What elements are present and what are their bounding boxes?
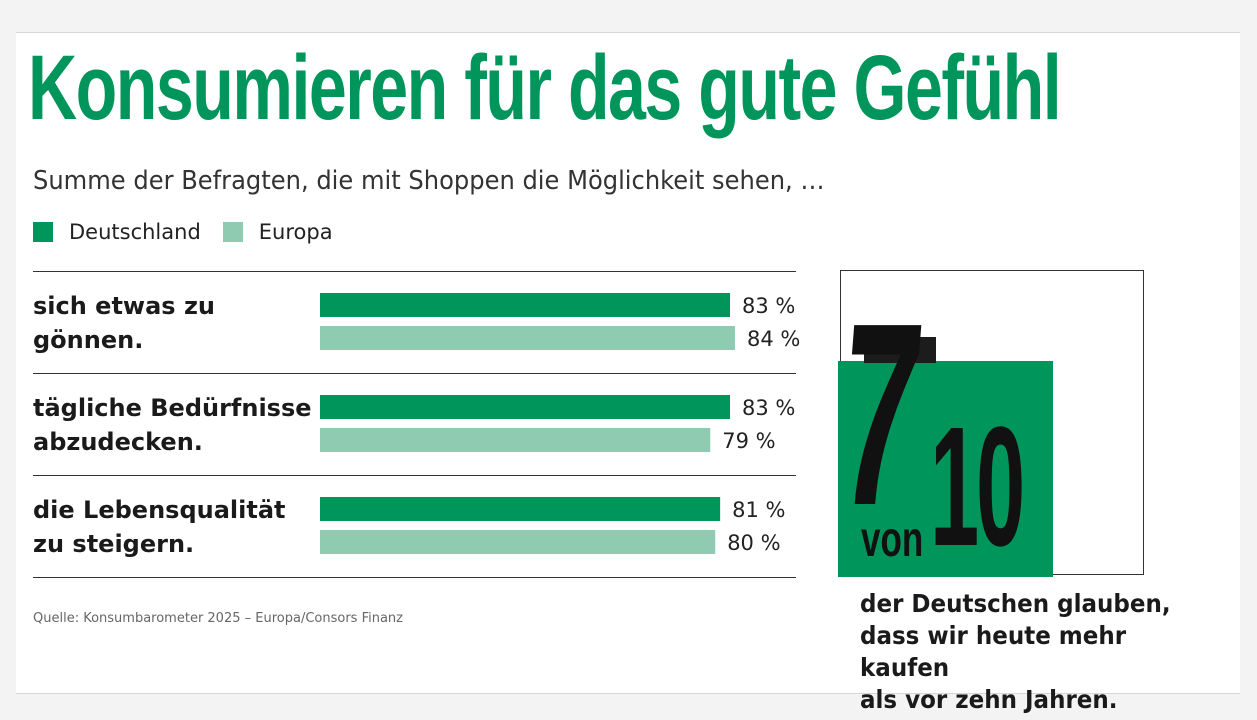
category-label: abzudecken.	[33, 428, 203, 456]
legend-swatch-deutschland	[33, 222, 53, 242]
legend-swatch-europa	[222, 222, 243, 242]
legend-label-deutschland: Deutschland	[69, 220, 201, 244]
stat-caption-line: als vor zehn Jahren.	[860, 685, 1118, 714]
category-label: zu steigern.	[33, 530, 194, 558]
stat-denominator: 10	[930, 392, 1025, 582]
legend-item-europa: Europa	[222, 220, 333, 244]
category-label: gönnen.	[33, 326, 143, 354]
bar-deutschland	[320, 395, 731, 419]
legend-label-europa: Europa	[258, 220, 333, 244]
stat-caption-line: dass wir heute mehr kaufen	[860, 621, 1127, 682]
category-label: die Lebensqualität	[33, 496, 286, 524]
stat-green-block	[838, 361, 1053, 577]
data-label: 83 %	[742, 396, 795, 420]
category-label: sich etwas zu	[33, 292, 215, 320]
legend-item-deutschland: Deutschland	[33, 220, 201, 244]
chart-legend: Deutschland Europa	[33, 220, 355, 244]
bar-deutschland	[320, 497, 721, 521]
data-label: 79 %	[722, 429, 775, 453]
data-label: 83 %	[742, 294, 795, 318]
bar-chart: sich etwas zu gönnen. 83 % 84 % tägliche Bed…	[33, 271, 800, 578]
page-title: Konsumieren für das gute Gefühl	[28, 37, 1062, 139]
stat-dark-tab	[864, 337, 936, 363]
bar-deutschland	[320, 293, 731, 317]
stat-von: von	[861, 511, 924, 567]
bar-europa	[320, 428, 711, 452]
source-note: Quelle: Konsumbarometer 2025 – Europa/Co…	[33, 611, 403, 626]
data-label: 84 %	[747, 327, 800, 351]
stat-caption-line: der Deutschen glauben,	[860, 589, 1171, 618]
bar-europa	[320, 326, 735, 350]
data-label: 81 %	[732, 498, 785, 522]
bar-europa	[320, 530, 716, 554]
data-label: 80 %	[727, 531, 780, 555]
stat-caption: der Deutschen glauben, dass wir heute me…	[860, 588, 1210, 716]
category-label: tägliche Bedürfnisse	[33, 394, 312, 422]
chart-subtitle: Summe der Befragten, die mit Shoppen die…	[33, 166, 825, 196]
